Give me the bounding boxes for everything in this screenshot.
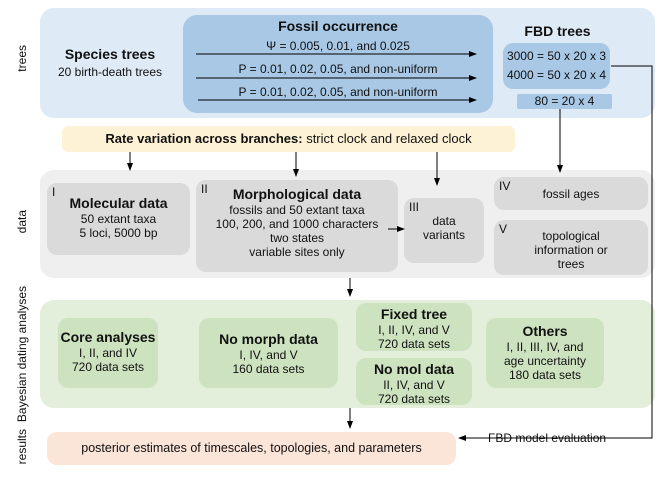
- fossil-line: Ψ = 0.005, 0.01, and 0.025: [266, 39, 410, 53]
- nomol-title: No mol data: [373, 361, 455, 377]
- nomorph-title: No morph data: [219, 331, 318, 347]
- variants-line: variants: [422, 228, 466, 242]
- morph-line: 100, 200, and 1000 characters: [215, 217, 379, 231]
- roman-numeral: IV: [499, 179, 511, 193]
- morph-line: fossils and 50 extant taxa: [229, 203, 365, 217]
- roman-numeral: I: [52, 185, 56, 199]
- nomorph-line: 160 data sets: [232, 362, 305, 376]
- no-mol-box: No mol data II, IV, and V 720 data sets: [356, 358, 472, 406]
- species-trees-sub: 20 birth-death trees: [57, 65, 163, 79]
- rate-variation-label: Rate variation across branches:: [105, 131, 303, 146]
- roman-numeral: III: [409, 200, 420, 214]
- molecular-line: 5 loci, 5000 bp: [79, 226, 158, 240]
- fixed-line: I, II, IV, and V: [378, 323, 450, 337]
- others-box: Others I, II, III, IV, and age uncertain…: [486, 318, 604, 388]
- core-line: 720 data sets: [71, 360, 145, 374]
- morph-line: variable sites only: [249, 245, 345, 259]
- core-title: Core analyses: [60, 329, 156, 345]
- morphological-data-box: II Morphological data fossils and 50 ext…: [196, 180, 398, 272]
- morph-data-title: Morphological data: [232, 186, 362, 202]
- fbd-trees-title: FBD trees: [524, 23, 591, 39]
- fixed-line: 720 data sets: [377, 337, 451, 351]
- fbd-small-box: 80 = 20 x 4: [517, 94, 612, 109]
- topological-info-box: V topological information or trees: [494, 220, 648, 275]
- morph-line: two states: [269, 231, 325, 245]
- results-box: posterior estimates of timescales, topol…: [47, 432, 456, 465]
- fossil-line: P = 0.01, 0.02, 0.05, and non-uniform: [238, 85, 438, 99]
- fossil-ages-text: fossil ages: [542, 187, 600, 201]
- topo-line: topological: [542, 229, 600, 243]
- topo-line: information or: [534, 243, 608, 257]
- fbd-line: 4000 = 50 x 20 x 4: [506, 68, 607, 82]
- molecular-data-box: I Molecular data 50 extant taxa 5 loci, …: [47, 183, 190, 255]
- core-analyses-box: Core analyses I, II, and IV 720 data set…: [58, 318, 158, 388]
- no-morph-box: No morph data I, IV, and V 160 data sets: [199, 318, 338, 388]
- fossil-line: P = 0.01, 0.02, 0.05, and non-uniform: [238, 62, 438, 76]
- topo-line: trees: [557, 257, 585, 271]
- fbd-trees-box: 3000 = 50 x 20 x 3 4000 = 50 x 20 x 4: [503, 43, 610, 89]
- molecular-data-title: Molecular data: [69, 195, 168, 211]
- data-variants-box: III data variants: [404, 198, 484, 263]
- core-line: I, II, and IV: [78, 346, 138, 360]
- roman-numeral: II: [201, 182, 208, 196]
- rate-variation-text: strict clock and relaxed clock: [302, 131, 472, 146]
- others-line: age uncertainty: [503, 354, 587, 368]
- others-line: I, II, III, IV, and: [506, 340, 584, 354]
- variants-line: data: [432, 214, 456, 228]
- nomol-line: 720 data sets: [377, 392, 451, 406]
- fossil-ages-box: IV fossil ages: [494, 177, 648, 210]
- rate-variation-band: Rate variation across branches: strict c…: [62, 126, 515, 152]
- others-line: 180 data sets: [508, 368, 582, 382]
- molecular-line: 50 extant taxa: [80, 212, 157, 226]
- fossil-occurrence-title: Fossil occurrence: [278, 18, 398, 34]
- fossil-occurrence-box: Fossil occurrence Ψ = 0.005, 0.01, and 0…: [183, 15, 493, 113]
- nomol-line: II, IV, and V: [383, 378, 445, 392]
- fbd-line: 3000 = 50 x 20 x 3: [506, 49, 607, 63]
- arrow-fbd-evaluation: [458, 65, 653, 441]
- species-trees-title: Species trees: [64, 46, 156, 62]
- roman-numeral: V: [499, 222, 508, 236]
- nomorph-line: I, IV, and V: [239, 348, 298, 362]
- fixed-tree-box: Fixed tree I, II, IV, and V 720 data set…: [356, 303, 472, 351]
- fixed-title: Fixed tree: [380, 306, 448, 322]
- others-title: Others: [522, 323, 568, 339]
